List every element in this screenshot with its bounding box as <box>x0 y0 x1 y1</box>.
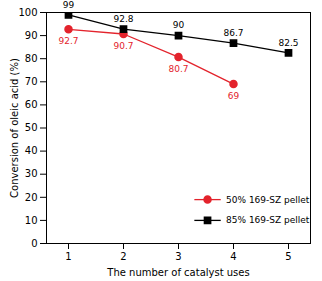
svg-text:90: 90 <box>25 30 38 41</box>
svg-text:92.8: 92.8 <box>113 14 133 24</box>
svg-text:10: 10 <box>25 215 38 226</box>
svg-text:99: 99 <box>63 0 75 10</box>
svg-text:85% 169-SZ pellet: 85% 169-SZ pellet <box>226 215 310 225</box>
svg-text:2: 2 <box>120 251 126 262</box>
svg-text:40: 40 <box>25 145 38 156</box>
svg-text:69: 69 <box>228 91 240 101</box>
svg-text:82.5: 82.5 <box>278 38 298 48</box>
svg-text:80.7: 80.7 <box>168 64 188 74</box>
svg-text:1: 1 <box>65 251 71 262</box>
svg-text:50: 50 <box>25 122 38 133</box>
svg-text:86.7: 86.7 <box>223 28 243 38</box>
svg-text:Conversion of oleic acid (%): Conversion of oleic acid (%) <box>9 58 20 198</box>
svg-text:80: 80 <box>25 53 38 64</box>
svg-text:90.7: 90.7 <box>113 41 133 51</box>
svg-text:100: 100 <box>18 7 37 18</box>
svg-text:50% 169-SZ pellet: 50% 169-SZ pellet <box>226 194 310 204</box>
svg-text:0: 0 <box>31 238 37 249</box>
svg-text:92.7: 92.7 <box>58 36 78 46</box>
svg-text:30: 30 <box>25 168 38 179</box>
svg-text:20: 20 <box>25 192 38 203</box>
svg-text:4: 4 <box>230 251 236 262</box>
svg-text:3: 3 <box>175 251 181 262</box>
svg-text:70: 70 <box>25 76 38 87</box>
svg-text:The number of catalyst uses: The number of catalyst uses <box>106 267 249 278</box>
svg-text:60: 60 <box>25 99 38 110</box>
svg-text:5: 5 <box>285 251 291 262</box>
svg-text:90: 90 <box>173 20 185 30</box>
